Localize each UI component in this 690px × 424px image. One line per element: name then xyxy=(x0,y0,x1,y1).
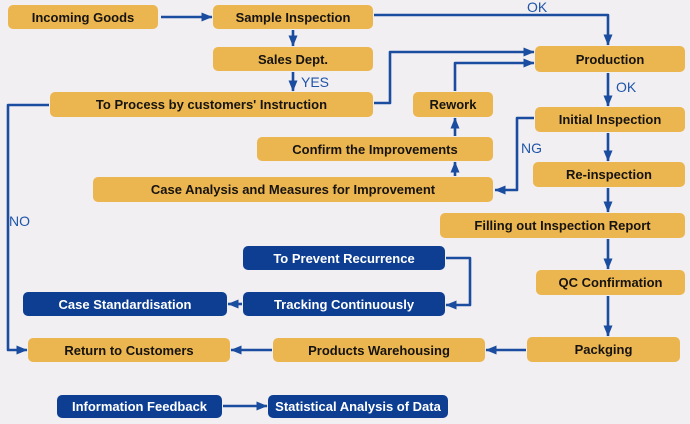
node-confirm-the-improvements: Confirm the Improvements xyxy=(257,137,493,161)
node-products-warehousing: Products Warehousing xyxy=(273,338,485,362)
node-information-feedback: Information Feedback xyxy=(57,395,222,418)
flow-arrows xyxy=(6,12,613,411)
edge-label-yes-sales-to-process: YES xyxy=(301,74,330,90)
edge-label-no-to-return-to-customers: NO xyxy=(9,213,30,229)
edge-label-ok-production-to-initial: OK xyxy=(616,79,637,95)
arrow-process-to-production xyxy=(374,47,535,105)
node-case-analysis-and-measures: Case Analysis and Measures for Improveme… xyxy=(93,177,493,202)
node-to-prevent-recurrence: To Prevent Recurrence xyxy=(243,246,445,270)
arrow-process-to-return-no xyxy=(6,103,49,355)
arrow-initial-to-case-analysis-ng xyxy=(494,116,534,195)
node-filling-out-inspection-report: Filling out Inspection Report xyxy=(440,213,685,238)
node-production: Production xyxy=(535,46,685,72)
node-sales-dept: Sales Dept. xyxy=(213,47,373,71)
arrow-prevent-to-tracking xyxy=(445,256,472,310)
node-return-to-customers: Return to Customers xyxy=(28,338,230,362)
node-rework: Rework xyxy=(413,92,493,117)
arrow-sample-to-production-ok xyxy=(374,13,613,46)
edge-label-ng-initial-to-case-analysis: NG xyxy=(521,140,542,156)
node-statistical-analysis-of-data: Statistical Analysis of Data xyxy=(268,395,448,418)
node-to-process-by-customers-instruction: To Process by customers' Instruction xyxy=(50,92,373,117)
node-sample-inspection: Sample Inspection xyxy=(213,5,373,29)
node-packging: Packging xyxy=(527,337,680,362)
node-re-inspection: Re-inspection xyxy=(533,162,685,187)
edge-label-ok-sample-to-production: OK xyxy=(527,0,548,15)
node-incoming-goods: Incoming Goods xyxy=(8,5,158,29)
node-case-standardisation: Case Standardisation xyxy=(23,292,227,316)
node-initial-inspection: Initial Inspection xyxy=(535,107,685,132)
arrow-rework-to-production xyxy=(453,58,535,91)
node-tracking-continuously: Tracking Continuously xyxy=(243,292,445,316)
node-qc-confirmation: QC Confirmation xyxy=(536,270,685,295)
